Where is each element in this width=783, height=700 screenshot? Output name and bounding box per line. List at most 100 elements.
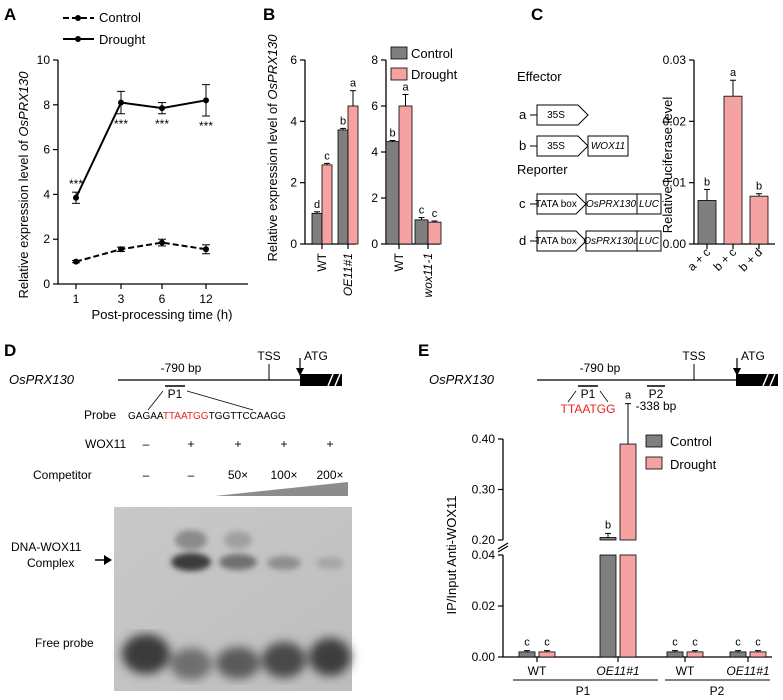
series-line-drought [75, 99, 207, 199]
bar-drought [538, 651, 556, 658]
bar [697, 200, 717, 245]
construct-b-gene: WOX11 [591, 141, 625, 152]
x-tick-label: 1 [73, 292, 80, 306]
y-tick-label: 0 [43, 277, 50, 291]
y-tick-label: 0.20 [472, 533, 496, 547]
panel-e-legend: Control Drought [645, 434, 717, 472]
free-probe-label: Free probe [35, 636, 94, 650]
significance-letter: c [692, 637, 698, 649]
svg-text:+: + [187, 437, 194, 451]
bar-drought [427, 221, 442, 245]
panel-e: E OsPRX130 -790 bp TSS ATG P1 TTAATGG P2… [418, 341, 778, 698]
panel-e-gene: OsPRX130 [429, 372, 495, 387]
y-tick-label: 2 [371, 191, 378, 205]
emsa-gel-image [114, 507, 352, 691]
y-tick-label: 2 [290, 176, 297, 190]
panel-a: A Relative expression level of OsPRX130 … [4, 5, 248, 322]
y-tick-label: 0.00 [663, 237, 687, 251]
y-tick-label: 2 [43, 232, 50, 246]
construct-c-promoter: TATA box [535, 199, 577, 210]
legend-drought-swatch [645, 456, 663, 470]
construct-b-id: b [519, 138, 526, 153]
data-point-drought [203, 97, 209, 104]
probe-sequence: GAGAATTAATGGTGGTTCCAAGG [128, 411, 286, 422]
group-p2-label: P2 [710, 684, 725, 698]
legend-control-swatch [390, 46, 408, 60]
x-tick-label: OE11#1 [596, 664, 639, 678]
luc-box [636, 193, 662, 215]
bar-control [599, 554, 617, 658]
x-tick-label: WT [392, 252, 406, 271]
svg-text:–: – [143, 437, 150, 451]
group-p1-label: P1 [576, 684, 591, 698]
x-tick-label: WT [528, 664, 547, 678]
panel-a-xlabel: Post-processing time (h) [92, 307, 233, 322]
bar-control [385, 141, 400, 245]
competitor-row: – – 50× 100× 200× [143, 468, 344, 482]
y-tick-label: 0.02 [472, 599, 496, 613]
atg-label: ATG [741, 349, 765, 363]
panel-c-plot: 0.00 0.01 0.02 0.03 b a + c a b + c b b + d [663, 53, 775, 274]
construct-c: c TATA box OsPRX130 LUC [519, 193, 662, 215]
gene-box [587, 135, 629, 157]
p2-position-label: -338 bp [636, 399, 677, 413]
svg-text:+: + [326, 437, 333, 451]
promoter-arrow [536, 135, 589, 157]
svg-text:200×: 200× [316, 468, 343, 482]
x-tick-label: OE11#1 [341, 253, 355, 296]
y-tick-label: 0 [371, 237, 378, 251]
data-point-drought [159, 105, 165, 112]
bar-drought [686, 651, 704, 658]
bar-break-gap [618, 541, 638, 554]
significance-letter: c [735, 637, 741, 649]
legend-drought-label: Drought [411, 67, 458, 82]
position-label: -790 bp [161, 361, 202, 375]
legend-control-label: Control [670, 434, 712, 449]
bar-control-upper [599, 537, 617, 541]
bar-drought [398, 105, 413, 245]
y-tick-label: 6 [43, 143, 50, 157]
legend-control-marker [75, 15, 81, 21]
construct-d: d TATA box OsPRX130d LUC [519, 230, 662, 252]
legend-control-swatch [645, 434, 663, 448]
x-tick-label: WT [315, 252, 329, 271]
legend-drought-label: Drought [99, 32, 146, 47]
construct-d-id: d [519, 233, 526, 248]
x-tick-label: OE11#1 [726, 664, 769, 678]
svg-text:100×: 100× [270, 468, 297, 482]
construct-a-id: a [519, 107, 527, 122]
panel-c: C Effector Reporter a 35S b 35S WOX11 c … [517, 5, 775, 274]
x-tick-label: 12 [199, 292, 213, 306]
bar [749, 195, 769, 245]
y-tick-label: 0.01 [663, 176, 687, 190]
x-tick-label: wox11-1 [421, 253, 435, 297]
tss-label: TSS [682, 349, 705, 363]
y-tick-label: 0.00 [472, 650, 496, 664]
legend-drought-swatch [390, 67, 408, 81]
significance-letter: a [402, 82, 409, 94]
series-line-control [75, 241, 207, 263]
panel-a-plot: 0 2 4 6 8 10 1 3 6 12 *** *** *** *** [37, 53, 248, 306]
axis-break-mark [497, 542, 509, 550]
bar-control [729, 651, 747, 658]
significance-letter: c [544, 637, 550, 649]
bar-control [518, 651, 536, 658]
significance-letter: c [524, 637, 530, 649]
bar-control [666, 651, 684, 658]
significance-letter: b [389, 128, 395, 140]
promoter-arrow [536, 230, 587, 252]
y-tick-label: 0.04 [472, 548, 496, 562]
x-tick-label: WT [676, 664, 695, 678]
significance-letter: c [419, 205, 425, 217]
competitor-gradient-wedge [215, 482, 348, 496]
probe-label: Probe [84, 408, 116, 422]
svg-text:50×: 50× [228, 468, 248, 482]
construct-c-reporter: LUC [639, 199, 660, 210]
row-label-wox11: WOX11 [85, 437, 126, 451]
legend-drought-marker [75, 36, 81, 42]
construct-b: b 35S WOX11 [519, 135, 629, 157]
svg-text:–: – [188, 468, 195, 482]
panel-a-ylabel: Relative expression level of OsPRX130 [16, 71, 31, 299]
construct-d-promoter: TATA box [535, 236, 577, 247]
